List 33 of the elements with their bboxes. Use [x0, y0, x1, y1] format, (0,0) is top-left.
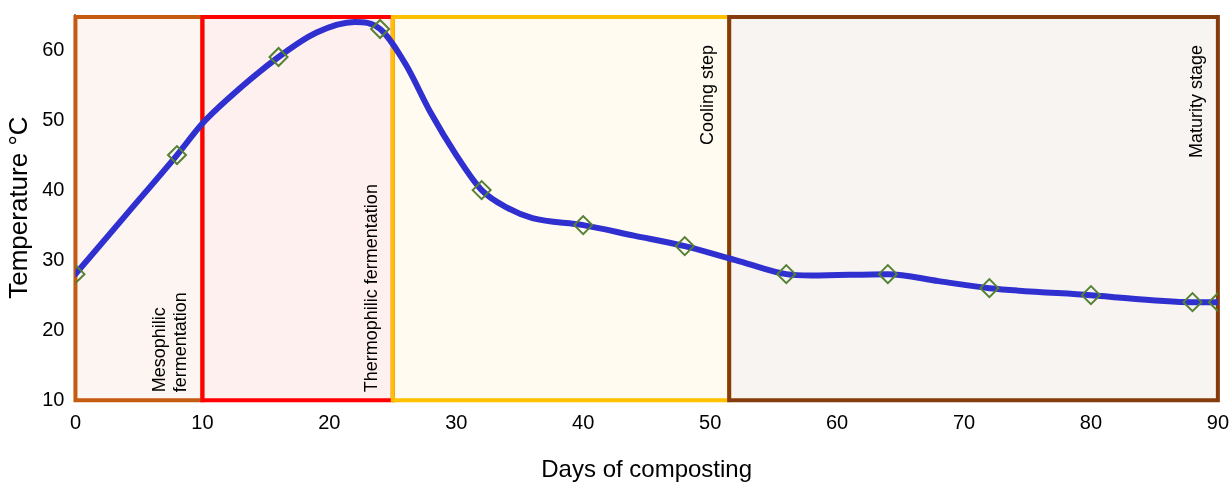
- point: [776, 264, 797, 285]
- band-label: Cooling step: [697, 45, 718, 146]
- point: [370, 19, 391, 40]
- y-tick-label: 60: [42, 37, 65, 60]
- x-tick-label: 80: [1079, 410, 1103, 433]
- point: [674, 236, 695, 257]
- point: [1182, 292, 1203, 313]
- band-label: Maturity stage: [1185, 45, 1206, 159]
- y-tick-label: 10: [42, 387, 65, 410]
- point: [268, 47, 289, 68]
- point: [1080, 285, 1101, 306]
- y-tick-label: 30: [42, 247, 65, 270]
- point: [167, 145, 187, 166]
- band-label: Thermophilic fermentation: [360, 184, 381, 393]
- x-tick-label: 60: [825, 410, 849, 433]
- x-tick-label: 30: [445, 410, 468, 433]
- x-tick-label: 10: [191, 410, 214, 433]
- y-axis-title: Temperature °C: [2, 116, 33, 299]
- point: [979, 278, 1000, 299]
- point: [877, 264, 898, 285]
- x-axis-title: Days of composting: [541, 455, 753, 483]
- x-tick-label: 20: [318, 410, 341, 433]
- y-tick-label: 50: [42, 107, 65, 130]
- y-tick-label: 40: [42, 177, 65, 200]
- point: [471, 180, 492, 201]
- point: [573, 215, 594, 236]
- x-tick-label: 40: [572, 410, 595, 433]
- y-tick-label: 20: [42, 317, 65, 340]
- x-tick-label: 70: [952, 410, 976, 433]
- x-tick-label: 50: [699, 410, 722, 433]
- band-label: Mesophilic fermentation: [149, 292, 191, 393]
- x-tick-label: 0: [69, 410, 82, 433]
- x-tick-label: 90: [1206, 410, 1229, 433]
